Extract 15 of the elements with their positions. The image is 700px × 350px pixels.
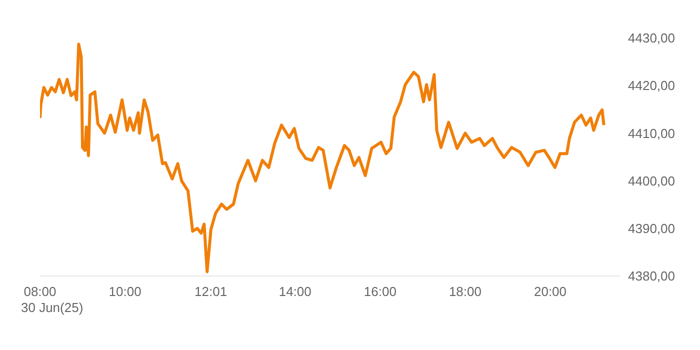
y-tick-label: 4420,00	[628, 78, 675, 94]
y-tick-label: 4400,00	[628, 173, 675, 188]
y-tick-label: 4410,00	[628, 126, 675, 141]
y-tick-label: 4390,00	[628, 221, 675, 236]
x-tick-label: 14:00	[278, 284, 312, 299]
line-series	[40, 42, 606, 274]
y-tick-label: 4430,00	[628, 30, 675, 46]
x-tick-label: 18:00	[448, 284, 482, 299]
y-tick-label: 4380,00	[628, 268, 675, 284]
text: 30 Jun(25)	[21, 300, 84, 315]
x-tick-label: 08:00	[24, 284, 56, 299]
x-tick-label: 12:01	[194, 284, 228, 299]
x-tick-label: 10:00	[108, 284, 142, 299]
x-tick-label: 20:00	[534, 284, 567, 299]
x-tick-label: 16:00	[364, 284, 396, 299]
